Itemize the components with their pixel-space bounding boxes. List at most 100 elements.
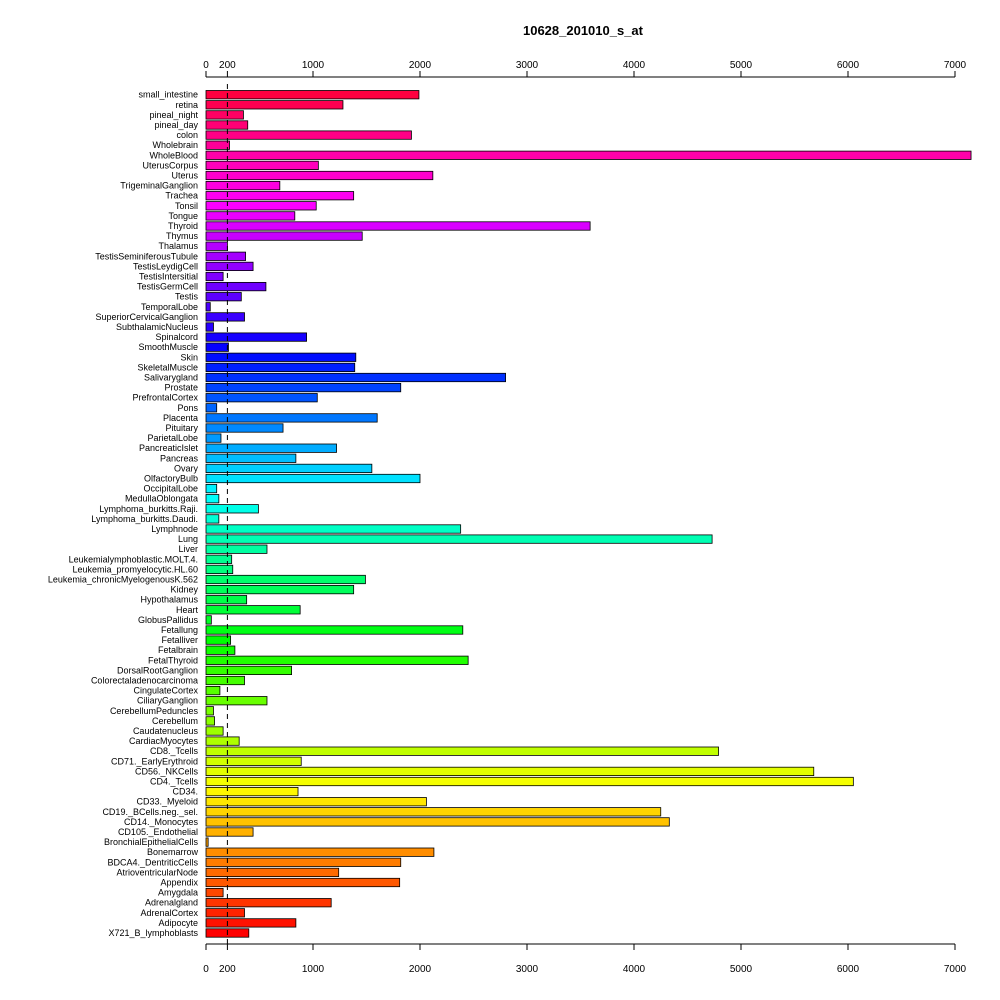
category-label: OccipitalLobe xyxy=(143,484,198,494)
bar-Leukemia_chronicMyelogenousK.562 xyxy=(205,574,366,585)
bar-CD8._Tcells xyxy=(205,746,719,756)
category-label: CD8._Tcells xyxy=(150,746,199,756)
category-label: colon xyxy=(176,130,198,140)
category-label: Kidney xyxy=(170,585,198,595)
category-label: Pons xyxy=(177,403,198,413)
bar-TrigeminalGanglion xyxy=(205,180,281,191)
category-label: Tongue xyxy=(168,211,198,221)
tick-label: 200 xyxy=(219,964,236,975)
category-label: small_intestine xyxy=(138,90,198,100)
category-label: Uterus xyxy=(171,171,198,181)
category-label: Appendix xyxy=(160,878,198,888)
category-label: CingulateCortex xyxy=(133,686,198,696)
category-label: Leukemia_promyelocytic.HL.60 xyxy=(72,564,198,574)
bar-CD33._Myeloid xyxy=(205,797,427,807)
category-label: SubthalamicNucleus xyxy=(116,322,199,332)
bar-Fetalliver xyxy=(205,635,232,645)
bar-Pituitary xyxy=(205,423,284,433)
category-label: Lymphoma_burkitts.Raji. xyxy=(99,504,198,514)
category-label: ParietalLobe xyxy=(147,433,198,443)
bar-BDCA4._DentriticCells xyxy=(205,857,402,867)
category-label: Fetallung xyxy=(161,625,198,635)
category-label: CD71._EarlyErythroid xyxy=(111,756,198,766)
bar-Wholebrain xyxy=(205,140,230,150)
bars xyxy=(205,90,972,938)
category-label: Colorectaladenocarcinoma xyxy=(91,676,198,686)
category-label: TrigeminalGanglion xyxy=(120,181,198,191)
category-label: Liver xyxy=(178,544,198,554)
tick-label: 2000 xyxy=(409,60,432,71)
tick-label: 1000 xyxy=(302,60,325,71)
category-label: Fetalbrain xyxy=(158,645,198,655)
bar-AdrenalCortex xyxy=(205,908,245,918)
bar-Prostate xyxy=(205,382,402,393)
bar-retina xyxy=(205,100,344,110)
bar-Hypothalamus xyxy=(205,595,248,605)
bar-WholeBlood xyxy=(205,150,972,160)
tick-label: 7000 xyxy=(944,60,967,71)
category-label: X721_B_lymphoblasts xyxy=(108,928,198,938)
bar-Liver xyxy=(205,544,268,554)
bar-Amygdala xyxy=(205,888,224,898)
chart-title: 10628_201010_s_at xyxy=(523,23,644,38)
bar-Uterus xyxy=(205,170,434,181)
bar-small_intestine xyxy=(205,90,420,100)
bar-Fetalbrain xyxy=(205,645,236,655)
bar-Leukemia_promyelocytic.HL.60 xyxy=(205,564,234,575)
bar-PrefrontalCortex xyxy=(205,393,318,403)
category-label: Hypothalamus xyxy=(140,595,198,605)
category-label: Placenta xyxy=(163,413,198,423)
category-label: Pituitary xyxy=(165,423,198,433)
bar-Cerebellum xyxy=(205,716,215,726)
bar-CD34. xyxy=(205,787,299,797)
category-label: CD4._Tcells xyxy=(150,777,199,787)
bar-CD14._Monocytes xyxy=(205,817,670,827)
category-label: CD34. xyxy=(172,787,198,797)
tick-label: 5000 xyxy=(730,60,753,71)
category-label: Tonsil xyxy=(175,201,198,211)
bar-CerebellumPeduncles xyxy=(205,706,214,716)
bar-Adipocyte xyxy=(205,918,297,928)
category-label: retina xyxy=(175,100,198,110)
bar-Lung xyxy=(205,534,713,544)
bar-CardiacMyocytes xyxy=(205,736,240,746)
bar-OccipitalLobe xyxy=(205,483,218,494)
bar-Leukemialymphoblastic.MOLT.4. xyxy=(205,554,233,564)
tick-label: 4000 xyxy=(623,60,646,71)
category-label: Prostate xyxy=(164,383,198,393)
bar-GlobusPallidus xyxy=(205,615,212,625)
category-label: Cerebellum xyxy=(152,716,198,726)
category-label: Bonemarrow xyxy=(147,847,199,857)
category-label: BDCA4._DentriticCells xyxy=(107,857,198,867)
category-label: TestisGermCell xyxy=(137,282,198,292)
bar-colon xyxy=(205,130,412,140)
bar-DorsalRootGanglion xyxy=(205,665,292,676)
bar-SmoothMuscle xyxy=(205,342,229,352)
bar-MedullaOblongata xyxy=(205,494,220,504)
category-label: DorsalRootGanglion xyxy=(117,665,198,675)
bar-Thalamus xyxy=(205,241,228,251)
category-label: CD19._BCells.neg._sel. xyxy=(102,807,198,817)
category-label: TestisSeminiferousTubule xyxy=(95,251,198,261)
bar-Bonemarrow xyxy=(205,847,435,857)
bar-SuperiorCervicalGanglion xyxy=(205,312,245,322)
category-label: Ovary xyxy=(174,463,199,473)
category-label: Trachea xyxy=(165,191,198,201)
bar-TestisSeminiferousTubule xyxy=(205,251,246,261)
bar-Heart xyxy=(205,605,301,615)
bar-Testis xyxy=(205,292,242,302)
category-label: Amygdala xyxy=(158,888,198,898)
category-label: CerebellumPeduncles xyxy=(110,706,199,716)
bar-CD71._EarlyErythroid xyxy=(205,756,302,766)
bar-Tongue xyxy=(205,211,296,221)
bar-CD56._NKCells xyxy=(205,766,815,777)
bar-pineal_day xyxy=(205,120,249,130)
top-axis: 0 200 1000 2000 3000 4000 5000 6000 7000 xyxy=(203,60,967,78)
category-label: AtrioventricularNode xyxy=(116,867,198,877)
bar-Trachea xyxy=(205,191,355,201)
tick-label: 0 xyxy=(203,964,209,975)
bar-Lymphoma_burkitts.Daudi. xyxy=(205,514,220,524)
bar-CingulateCortex xyxy=(205,686,221,696)
category-label: TestisLeydigCell xyxy=(133,261,198,271)
bar-CD4._Tcells xyxy=(205,776,854,787)
